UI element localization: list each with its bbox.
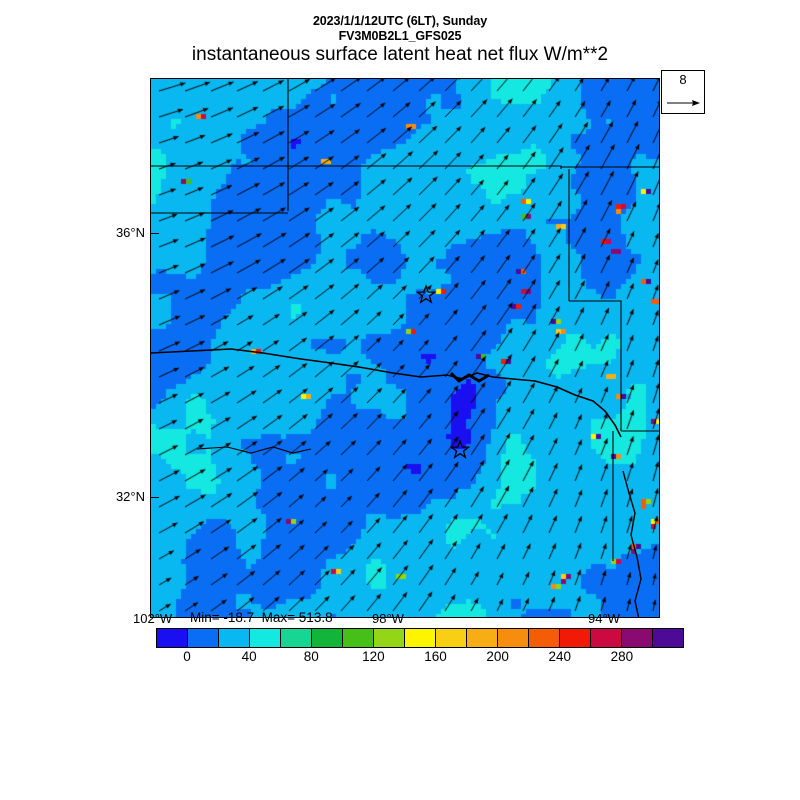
colorbar-tick-label: 280 (610, 649, 634, 664)
colorbar-segment (157, 629, 188, 647)
colorbar-segment (374, 629, 405, 647)
lat-label-36n: 36°N (115, 225, 145, 240)
colorbar-segment (560, 629, 591, 647)
colorbar-segment (467, 629, 498, 647)
colorbar-segment (188, 629, 219, 647)
colorbar-segment (529, 629, 560, 647)
lat-tick-32n (150, 497, 159, 498)
colorbar-segment (653, 629, 683, 647)
colorbar-tick-label: 40 (241, 649, 257, 664)
wind-reference-key: 8 (661, 70, 705, 114)
colorbar-segment (281, 629, 312, 647)
colorbar-segment (622, 629, 653, 647)
colorbar-tick-label: 80 (303, 649, 319, 664)
colorbar-segment (250, 629, 281, 647)
colorbar-segment (498, 629, 529, 647)
lat-label-32n: 32°N (115, 489, 145, 504)
model-line: FV3M0B2L1_GFS025 (338, 29, 462, 43)
colorbar-segment (219, 629, 250, 647)
page-title: instantaneous surface latent heat net fl… (191, 44, 609, 65)
minmax-stats: Min= -18.7 Max= 513.8 (190, 610, 333, 625)
colorbar-segment (405, 629, 436, 647)
colorbar-tick-label: 0 (183, 649, 191, 664)
lon-label-102w: 102°W (133, 611, 173, 626)
lon-label-98w: 98°W (372, 611, 404, 626)
colorbar-segment (591, 629, 622, 647)
map-plot-area[interactable] (150, 78, 660, 618)
date-line: 2023/1/1/12UTC (6LT), Sunday (312, 14, 488, 28)
colorbar-tick-label: 200 (486, 649, 509, 664)
lat-tick-36n (150, 233, 159, 234)
lon-label-94w: 94°W (588, 611, 620, 626)
wind-vector-layer (151, 79, 659, 617)
colorbar-segment (343, 629, 374, 647)
colorbar-segment (436, 629, 467, 647)
colorbar-tick-label: 240 (548, 649, 572, 664)
wind-key-value: 8 (679, 72, 687, 87)
colorbar-tick-label: 120 (362, 649, 385, 664)
colorbar-segment (312, 629, 343, 647)
reference-wind-arrow (667, 100, 700, 106)
colorbar-tick-label: 160 (424, 649, 447, 664)
colorbar[interactable] (156, 628, 684, 648)
